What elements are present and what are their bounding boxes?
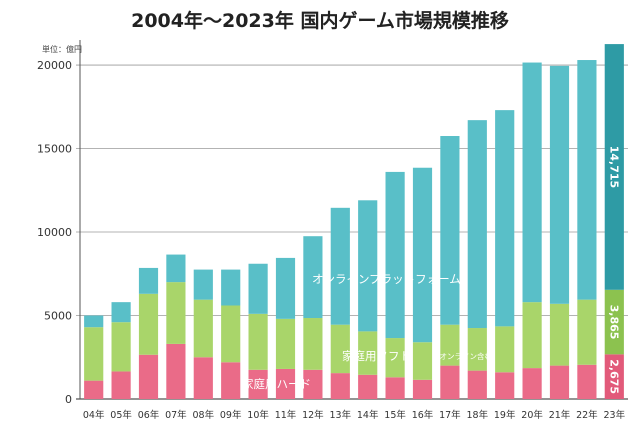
bar-segment-hard	[522, 368, 542, 399]
x-tick-label: 07年	[165, 409, 187, 421]
bar-segment-online	[248, 263, 268, 314]
bar-segment-online	[84, 315, 104, 328]
bar-segment-hard	[221, 362, 241, 399]
bar-segment-hard	[166, 343, 186, 399]
chart-title: 2004年〜2023年 国内ゲーム市場規模推移	[131, 10, 509, 32]
bar-segment-hard	[358, 374, 378, 399]
bar-segment-soft	[412, 342, 433, 380]
y-tick-label: 5000	[44, 310, 72, 323]
bar-segment-online	[412, 167, 433, 343]
series-label-soft: 家庭用ソフト	[342, 349, 411, 363]
bar-segment-online	[522, 62, 542, 303]
bar-segment-online	[358, 200, 378, 332]
bar-segment-soft	[358, 331, 378, 375]
bar-segment-hard	[84, 380, 104, 399]
bar-segment-soft	[495, 326, 515, 373]
y-tick-label: 20000	[37, 59, 72, 72]
bar-segment-hard	[248, 369, 268, 399]
x-tick-label: 14年	[357, 409, 379, 421]
bar-segment-online	[221, 269, 241, 306]
bar-segment-soft	[248, 313, 268, 370]
bar-segment-hard	[193, 357, 213, 399]
bar-segment-hard	[111, 371, 131, 399]
bar-segment-soft	[303, 318, 323, 370]
unit-label: 単位：億円	[42, 45, 82, 54]
bar-segment-hard	[577, 364, 597, 399]
x-tick-label: 11年	[275, 409, 297, 421]
bar-segment-soft	[577, 299, 597, 365]
bar-segment-soft	[275, 318, 296, 369]
x-tick-label: 10年	[247, 409, 269, 421]
bar-segment-soft	[549, 303, 570, 366]
bar-segment-hard	[440, 365, 460, 399]
x-tick-label: 09年	[220, 409, 242, 421]
x-tick-label: 18年	[467, 409, 489, 421]
x-tick-label: 21年	[549, 409, 571, 421]
bar-segment-hard	[138, 354, 159, 399]
bar-segment-hard	[385, 377, 405, 399]
bar-segment-online	[275, 257, 296, 319]
x-tick-label: 04年	[83, 409, 105, 421]
y-tick-label: 15000	[37, 143, 72, 156]
value-label: 3,865	[607, 305, 620, 340]
x-tick-label: 23年	[604, 409, 626, 421]
bar-segment-soft	[84, 327, 104, 381]
bar-segment-online	[577, 60, 597, 300]
x-tick-label: 22年	[576, 409, 598, 421]
x-tick-label: 05年	[110, 409, 132, 421]
x-tick-label: 12年	[302, 409, 324, 421]
x-tick-label: 13年	[330, 409, 352, 421]
x-tick-label: 08年	[193, 409, 215, 421]
x-tick-label: 15年	[384, 409, 406, 421]
bar-segment-hard	[303, 369, 323, 399]
y-tick-label: 0	[65, 393, 72, 406]
x-tick-label: 17年	[439, 409, 461, 421]
bar-segment-online	[303, 236, 323, 319]
value-label: 2,675	[607, 359, 620, 394]
bar-segment-soft	[111, 322, 131, 372]
bar-segment-online	[111, 302, 131, 323]
y-tick-label: 10000	[37, 226, 72, 239]
bar-segment-hard	[412, 379, 433, 399]
series-label-hard: 家庭用ハード	[242, 377, 311, 391]
bar-segment-soft	[467, 328, 487, 371]
bar-segment-online	[495, 110, 515, 327]
bar-segment-soft	[138, 293, 159, 355]
bar-segment-soft	[440, 324, 460, 366]
bar-segment-soft	[522, 302, 542, 369]
bar-segment-online	[385, 171, 405, 339]
series-label-soft-sub: （オンライン含む）	[432, 351, 500, 361]
bar-segment-online	[330, 207, 350, 325]
bar-segment-online	[440, 136, 460, 325]
bar-segment-soft	[193, 299, 213, 358]
x-tick-label: 19年	[494, 409, 516, 421]
x-tick-label: 06年	[138, 409, 160, 421]
bar-segment-online	[166, 254, 186, 283]
bar-segment-soft	[221, 305, 241, 363]
bar-segment-online	[138, 267, 159, 294]
bar-segment-online	[193, 269, 213, 300]
bar-segment-soft	[166, 282, 186, 344]
bar-segment-hard	[275, 368, 296, 399]
series-label-online: オンラインプラットフォーム	[312, 272, 461, 286]
x-tick-label: 20年	[521, 409, 543, 421]
bar-segment-soft	[385, 338, 405, 378]
bar-segment-hard	[495, 372, 515, 399]
bar-segment-hard	[467, 370, 487, 399]
bar-segment-online	[467, 120, 487, 329]
bar-segment-hard	[604, 354, 624, 399]
bar-segment-hard	[549, 365, 570, 399]
bar-segment-online	[549, 65, 570, 304]
x-tick-label: 16年	[412, 409, 434, 421]
bar-segment-soft	[330, 324, 350, 374]
value-label: 14,715	[607, 146, 620, 188]
bar-segment-online	[604, 44, 624, 290]
bar-segment-soft	[604, 289, 624, 355]
bar-segment-hard	[330, 373, 350, 399]
